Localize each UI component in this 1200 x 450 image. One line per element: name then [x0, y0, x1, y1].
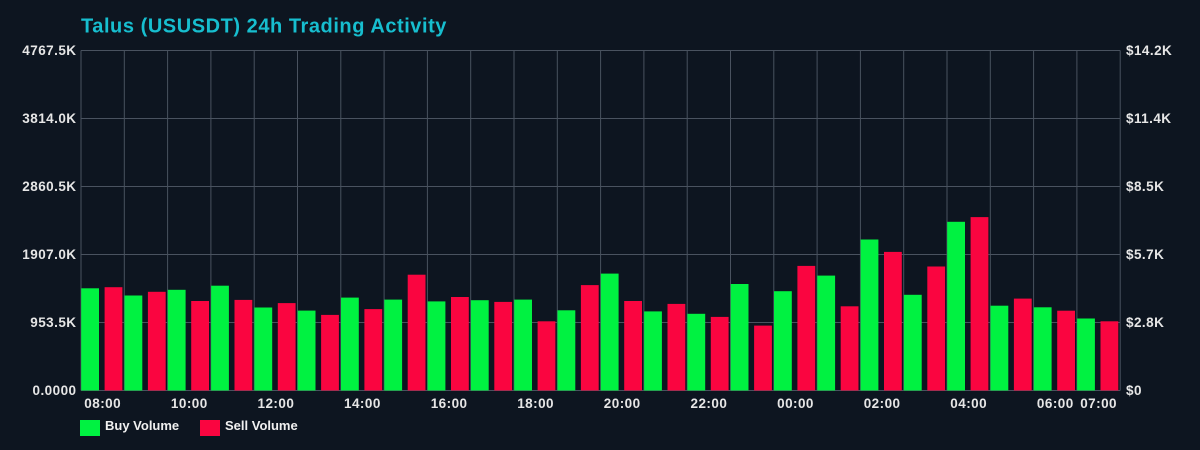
svg-text:12:00: 12:00: [258, 396, 295, 411]
svg-text:02:00: 02:00: [864, 396, 901, 411]
svg-text:04:00: 04:00: [950, 396, 987, 411]
svg-text:08:00: 08:00: [84, 396, 121, 411]
svg-text:2860.5K: 2860.5K: [22, 179, 76, 194]
svg-text:20:00: 20:00: [604, 396, 641, 411]
svg-text:$14.2K: $14.2K: [1126, 43, 1172, 58]
svg-text:00:00: 00:00: [777, 396, 814, 411]
svg-text:16:00: 16:00: [431, 396, 468, 411]
svg-text:10:00: 10:00: [171, 396, 208, 411]
svg-text:1907.0K: 1907.0K: [22, 247, 76, 262]
svg-text:953.5K: 953.5K: [30, 315, 76, 330]
svg-text:$11.4K: $11.4K: [1126, 111, 1172, 126]
svg-text:Buy Volume: Buy Volume: [105, 418, 179, 433]
svg-text:07:00: 07:00: [1080, 396, 1117, 411]
svg-text:18:00: 18:00: [517, 396, 554, 411]
svg-text:Sell Volume: Sell Volume: [225, 418, 298, 433]
svg-text:Talus (USUSDT) 24h Trading Act: Talus (USUSDT) 24h Trading Activity: [81, 16, 447, 38]
svg-text:06:00: 06:00: [1037, 396, 1074, 411]
svg-text:4767.5K: 4767.5K: [22, 43, 76, 58]
svg-text:22:00: 22:00: [691, 396, 728, 411]
svg-text:$0: $0: [1126, 383, 1142, 398]
svg-text:$5.7K: $5.7K: [1126, 247, 1164, 262]
svg-text:14:00: 14:00: [344, 396, 381, 411]
svg-text:0.0000: 0.0000: [33, 383, 77, 398]
svg-text:3814.0K: 3814.0K: [22, 111, 76, 126]
svg-text:$2.8K: $2.8K: [1126, 315, 1164, 330]
svg-text:$8.5K: $8.5K: [1126, 179, 1164, 194]
